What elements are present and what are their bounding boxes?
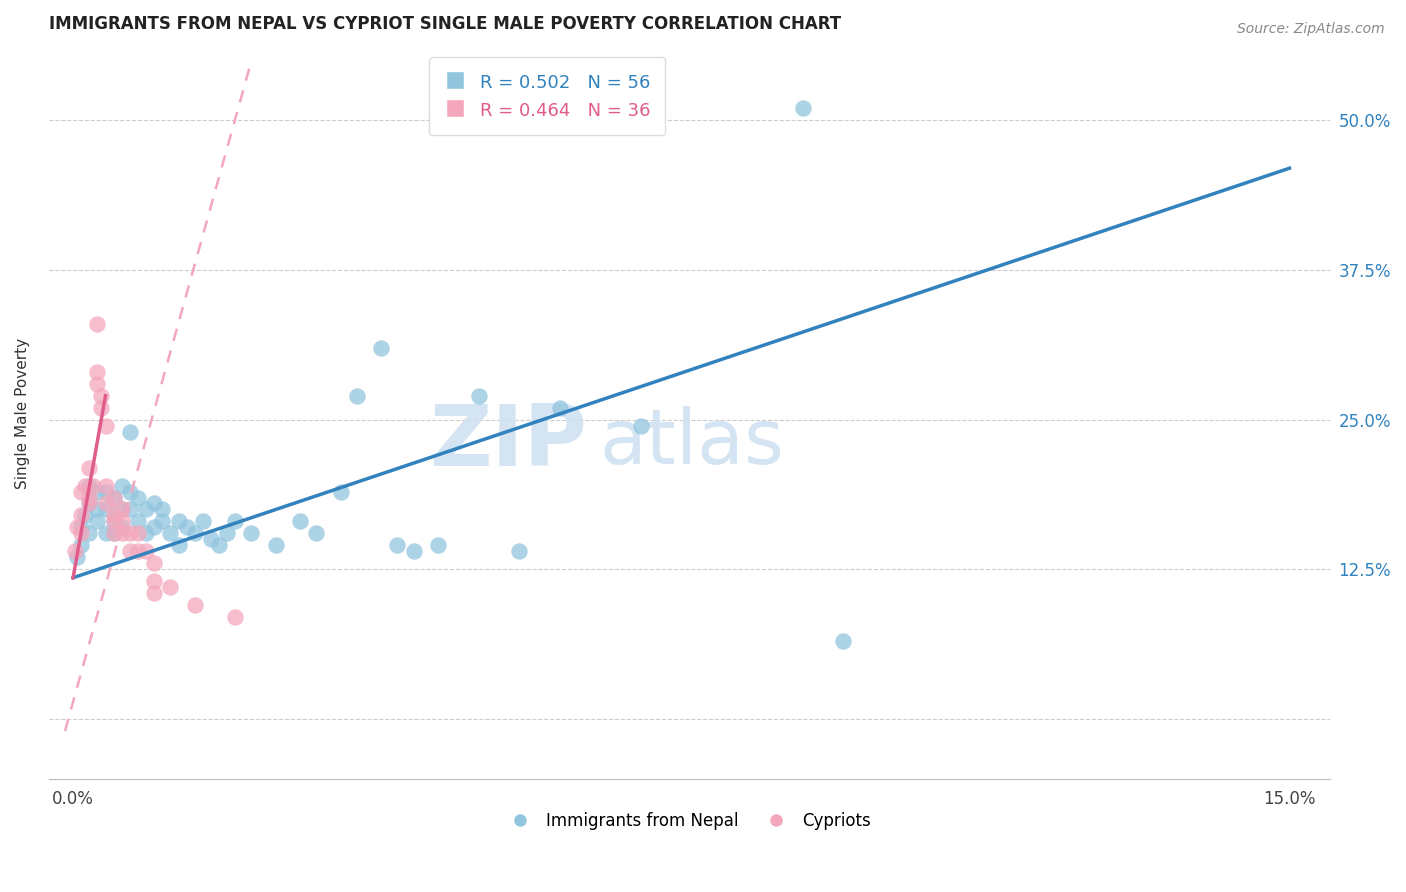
Y-axis label: Single Male Poverty: Single Male Poverty: [15, 338, 30, 489]
Point: [143, 496, 166, 510]
Point: [75, 478, 97, 492]
Point: [86, 484, 108, 499]
Text: ZIP: ZIP: [429, 401, 586, 484]
Point: [143, 574, 166, 589]
Point: [86, 317, 108, 331]
Point: [86, 502, 108, 516]
Point: [208, 538, 231, 552]
Point: [143, 520, 166, 534]
Point: [548, 401, 571, 415]
Point: [240, 526, 263, 541]
Point: [86, 365, 108, 379]
Point: [70, 520, 93, 534]
Point: [135, 544, 157, 558]
Point: [135, 526, 157, 541]
Point: [288, 515, 311, 529]
Point: [94, 478, 117, 492]
Point: [94, 496, 117, 510]
Point: [94, 502, 117, 516]
Point: [103, 526, 125, 541]
Point: [70, 526, 93, 541]
Point: [127, 515, 149, 529]
Point: [427, 538, 450, 552]
Point: [329, 484, 352, 499]
Point: [103, 491, 125, 505]
Point: [103, 515, 125, 529]
Point: [118, 502, 141, 516]
Point: [224, 610, 246, 624]
Point: [82, 478, 104, 492]
Point: [66, 520, 89, 534]
Point: [111, 502, 134, 516]
Point: [387, 538, 409, 552]
Point: [183, 526, 205, 541]
Point: [103, 515, 125, 529]
Point: [79, 526, 101, 541]
Point: [103, 491, 125, 505]
Text: atlas: atlas: [600, 406, 785, 480]
Point: [70, 484, 93, 499]
Point: [127, 491, 149, 505]
Point: [90, 389, 112, 403]
Point: [467, 389, 489, 403]
Point: [111, 478, 134, 492]
Point: [103, 508, 125, 523]
Point: [127, 526, 149, 541]
Point: [217, 526, 239, 541]
Point: [79, 496, 101, 510]
Point: [792, 101, 814, 115]
Point: [90, 401, 112, 415]
Point: [75, 508, 97, 523]
Point: [143, 586, 166, 600]
Point: [94, 418, 117, 433]
Point: [832, 634, 855, 648]
Point: [79, 496, 101, 510]
Point: [224, 515, 246, 529]
Legend: Immigrants from Nepal, Cypriots: Immigrants from Nepal, Cypriots: [502, 805, 877, 837]
Point: [159, 580, 181, 594]
Point: [111, 515, 134, 529]
Point: [200, 533, 222, 547]
Point: [176, 520, 198, 534]
Point: [118, 544, 141, 558]
Point: [111, 526, 134, 541]
Point: [118, 484, 141, 499]
Point: [118, 526, 141, 541]
Point: [143, 557, 166, 571]
Point: [370, 341, 392, 355]
Text: Source: ZipAtlas.com: Source: ZipAtlas.com: [1237, 22, 1385, 37]
Point: [167, 538, 190, 552]
Point: [66, 550, 89, 565]
Point: [86, 376, 108, 391]
Point: [150, 502, 173, 516]
Point: [79, 478, 101, 492]
Point: [79, 460, 101, 475]
Point: [94, 484, 117, 499]
Point: [94, 526, 117, 541]
Point: [118, 425, 141, 439]
Point: [264, 538, 287, 552]
Point: [135, 502, 157, 516]
Point: [103, 526, 125, 541]
Point: [70, 508, 93, 523]
Point: [630, 418, 652, 433]
Point: [159, 526, 181, 541]
Point: [86, 515, 108, 529]
Point: [167, 515, 190, 529]
Point: [305, 526, 328, 541]
Point: [127, 544, 149, 558]
Point: [402, 544, 425, 558]
Point: [111, 520, 134, 534]
Point: [150, 515, 173, 529]
Point: [346, 389, 368, 403]
Point: [111, 502, 134, 516]
Point: [508, 544, 530, 558]
Point: [70, 538, 93, 552]
Point: [183, 599, 205, 613]
Point: [63, 544, 86, 558]
Point: [79, 491, 101, 505]
Text: IMMIGRANTS FROM NEPAL VS CYPRIOT SINGLE MALE POVERTY CORRELATION CHART: IMMIGRANTS FROM NEPAL VS CYPRIOT SINGLE …: [49, 15, 841, 33]
Point: [191, 515, 214, 529]
